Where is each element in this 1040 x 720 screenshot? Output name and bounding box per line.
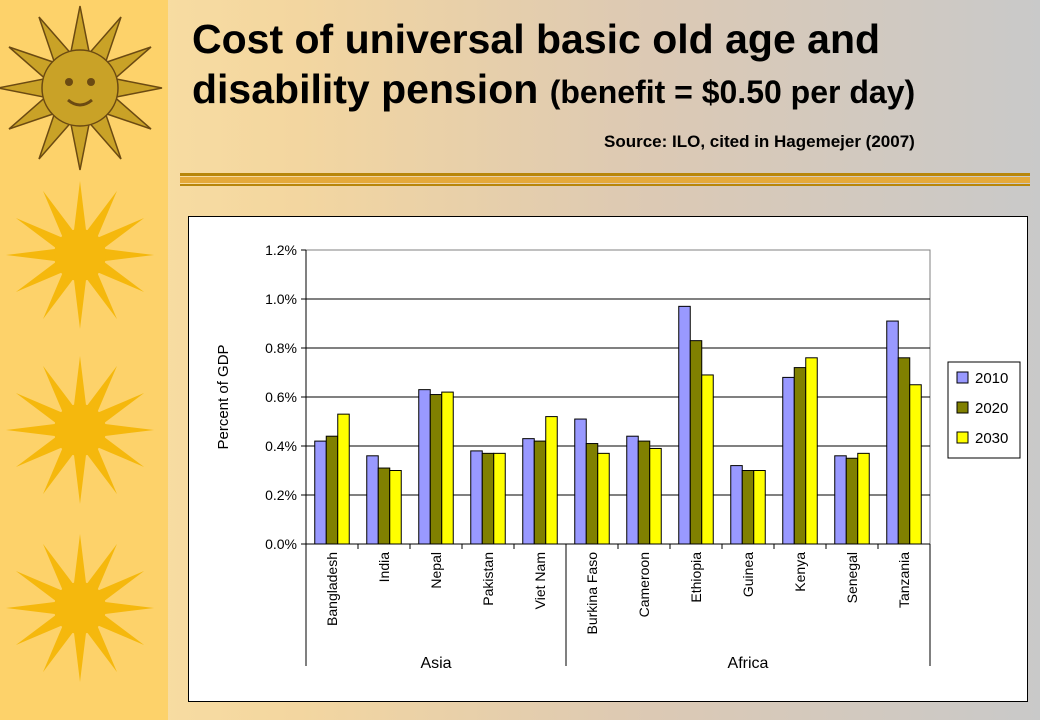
sun-icon — [6, 356, 154, 504]
bar — [782, 376, 795, 545]
bar — [678, 305, 691, 545]
bar — [325, 435, 339, 545]
legend: 2010 2020 2030 — [947, 361, 1021, 459]
bar — [429, 394, 443, 545]
bar — [689, 340, 703, 545]
sun-eye — [87, 78, 95, 86]
sun-disc — [54, 582, 106, 634]
bar — [470, 450, 483, 545]
bar — [481, 452, 495, 545]
legend-swatch — [956, 371, 969, 384]
x-tick-label: Nepal — [428, 552, 444, 589]
title-subtitle: (benefit = $0.50 per day) — [549, 74, 916, 110]
legend-swatch — [956, 431, 969, 444]
source-note: Source: ILO, cited in Hagemejer (2007) — [604, 132, 915, 151]
bar — [337, 413, 350, 545]
bar — [389, 470, 402, 545]
sun-disc — [41, 49, 119, 127]
y-tick-label: 0.4% — [265, 438, 297, 454]
sun-icon — [6, 534, 154, 682]
legend-swatch — [956, 401, 969, 414]
slide-title: Cost of universal basic old age and disa… — [192, 14, 1022, 117]
x-tick-label: Pakistan — [480, 552, 496, 606]
bar — [897, 357, 911, 545]
sun-icon — [6, 181, 154, 329]
sun-mouth — [67, 98, 93, 107]
bar — [493, 452, 506, 545]
bar — [805, 357, 818, 545]
bar — [366, 455, 379, 545]
bar-chart: 0.0% 0.2% 0.4% 0.6% 0.8% 1.0% 1.2% Percent of G… — [215, 242, 1021, 672]
sun-disc — [54, 404, 106, 456]
bar — [649, 447, 662, 545]
sun-icon — [0, 5, 163, 171]
title-main: Cost of universal basic old age and disa… — [192, 16, 881, 112]
sun-eye — [65, 78, 73, 86]
x-tick-label: Senegal — [844, 552, 860, 603]
sun-disc — [54, 229, 106, 281]
bar — [834, 455, 847, 545]
bar — [377, 467, 391, 545]
bar — [753, 470, 766, 545]
y-tick-label: 0.8% — [265, 340, 297, 356]
sun-decorations — [0, 5, 163, 682]
bar — [701, 374, 714, 545]
bar — [857, 452, 870, 545]
x-tick-label: Bangladesh — [324, 552, 340, 626]
y-tick-label: 1.2% — [265, 242, 297, 258]
x-tick-label: Burkina Faso — [584, 552, 600, 635]
x-tick-label: Cameroon — [636, 552, 652, 617]
bar — [845, 457, 859, 545]
bar — [441, 391, 454, 545]
bar — [585, 443, 599, 545]
x-tick-label: Guinea — [740, 552, 756, 597]
group-label: Africa — [728, 655, 769, 672]
legend-label: 2030 — [975, 430, 1008, 447]
legend-label: 2020 — [975, 400, 1008, 417]
x-tick-label: Tanzania — [896, 552, 912, 608]
x-tick-label: Viet Nam — [532, 552, 548, 609]
bar — [793, 367, 807, 545]
y-tick-label: 1.0% — [265, 291, 297, 307]
bar — [626, 435, 639, 545]
legend-label: 2010 — [975, 370, 1008, 387]
bar — [637, 440, 651, 545]
bar — [741, 470, 755, 545]
group-label: Asia — [420, 655, 451, 672]
bar — [522, 438, 535, 545]
bar — [730, 465, 743, 545]
x-tick-label: India — [376, 552, 392, 583]
x-tick-label: Ethiopia — [688, 552, 704, 603]
bar — [597, 452, 610, 545]
x-tick-label: Kenya — [792, 552, 808, 592]
bar — [533, 440, 547, 545]
bar — [886, 320, 899, 545]
bar — [545, 416, 558, 545]
title-divider — [180, 173, 1030, 186]
y-tick-label: 0.0% — [265, 536, 297, 552]
bar — [574, 418, 587, 545]
y-axis-label: Percent of GDP — [215, 344, 232, 449]
bar — [909, 384, 922, 545]
y-tick-label: 0.6% — [265, 389, 297, 405]
bar — [314, 440, 327, 545]
bar — [418, 389, 431, 545]
y-tick-label: 0.2% — [265, 487, 297, 503]
